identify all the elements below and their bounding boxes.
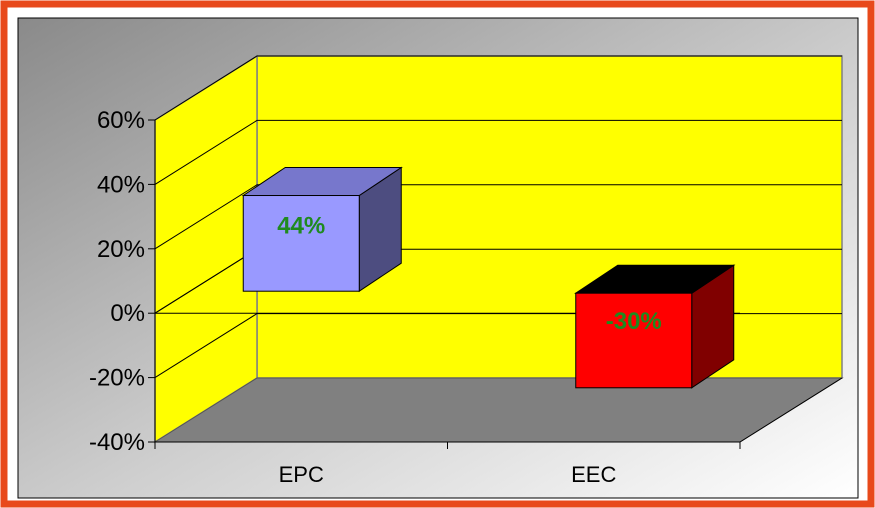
zero-line-depth xyxy=(154,248,258,314)
bar-front xyxy=(575,292,693,389)
y-tick-label: 40% xyxy=(97,171,145,198)
y-tick-label: -20% xyxy=(89,365,145,392)
y-tick-label: 0% xyxy=(110,300,145,327)
bars xyxy=(241,166,736,389)
bar-epc xyxy=(241,166,403,293)
floor-edge xyxy=(739,377,843,443)
x-category-label: EPC xyxy=(279,462,324,487)
side-wall xyxy=(154,54,258,444)
labels: 44% -30% EPC EEC xyxy=(277,213,662,487)
y-tick-label: 20% xyxy=(97,236,145,263)
bar-eec xyxy=(574,264,736,389)
data-label: 44% xyxy=(277,213,325,240)
bar-front xyxy=(242,195,360,292)
gridline xyxy=(154,55,842,121)
y-tick-label: 60% xyxy=(97,107,145,134)
y-tick-label: -40% xyxy=(89,429,145,456)
gridline xyxy=(154,184,842,250)
x-category-label: EEC xyxy=(571,462,616,487)
gridline xyxy=(154,119,842,185)
floor xyxy=(153,377,844,443)
data-label: -30% xyxy=(606,308,662,335)
